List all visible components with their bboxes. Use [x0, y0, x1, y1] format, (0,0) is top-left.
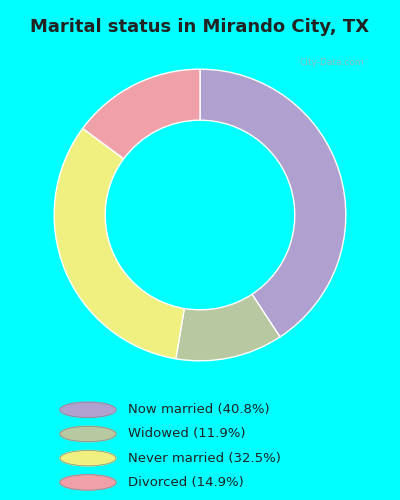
- Text: Widowed (11.9%): Widowed (11.9%): [128, 428, 246, 440]
- Wedge shape: [176, 294, 280, 361]
- Circle shape: [60, 402, 116, 417]
- Text: Marital status in Mirando City, TX: Marital status in Mirando City, TX: [30, 18, 370, 36]
- Circle shape: [60, 474, 116, 490]
- Wedge shape: [83, 69, 200, 158]
- Text: Never married (32.5%): Never married (32.5%): [128, 452, 281, 464]
- Text: Divorced (14.9%): Divorced (14.9%): [128, 476, 244, 489]
- Circle shape: [60, 426, 116, 442]
- Text: Now married (40.8%): Now married (40.8%): [128, 404, 270, 416]
- Circle shape: [60, 450, 116, 466]
- Wedge shape: [200, 69, 346, 337]
- Wedge shape: [54, 128, 184, 359]
- Text: City-Data.com: City-Data.com: [300, 58, 364, 66]
